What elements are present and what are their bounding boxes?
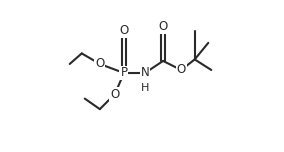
Text: O: O (119, 24, 129, 37)
Text: N: N (141, 66, 149, 79)
Text: O: O (110, 88, 120, 101)
Text: O: O (177, 64, 186, 76)
Text: O: O (95, 57, 105, 70)
Text: H: H (141, 83, 149, 93)
Text: O: O (158, 20, 168, 33)
Text: P: P (120, 66, 128, 79)
